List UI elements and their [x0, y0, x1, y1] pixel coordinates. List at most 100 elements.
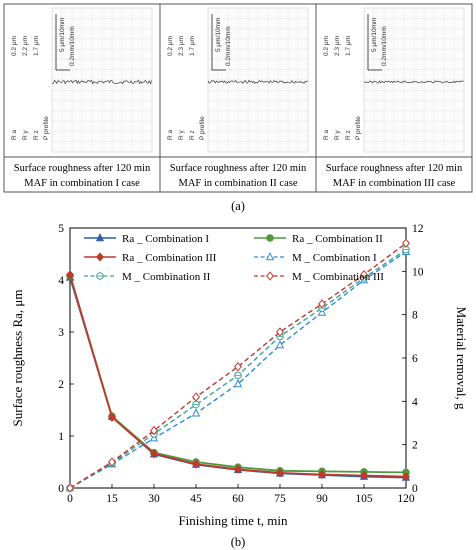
roughness-param-label: R z	[33, 130, 40, 140]
data-point	[191, 408, 201, 417]
x-tick-label: 45	[190, 493, 202, 505]
data-point	[150, 425, 158, 436]
y2-tick-label: 8	[412, 310, 418, 322]
x-tick-label: 0	[67, 493, 73, 505]
roughness-value: 1.7 μm	[345, 36, 352, 56]
scale-vertical-label: 5 μm/10mm	[371, 18, 378, 52]
data-point	[360, 470, 368, 481]
legend-item: M _ Combination III	[254, 271, 384, 283]
plot-frame	[69, 227, 407, 489]
legend-label: M _ Combination II	[122, 271, 211, 283]
y-tick-label: 5	[58, 223, 64, 235]
data-point	[318, 469, 326, 480]
data-point	[66, 483, 74, 493]
y2-tick-label: 4	[412, 396, 418, 408]
roughness-value: 1.7 μm	[189, 36, 196, 56]
roughness-value: 2.3 μm	[334, 36, 341, 56]
y-tick-label: 0	[58, 483, 64, 495]
y2-axis-title: Material removal, g	[454, 307, 469, 410]
scale-vertical-label: 5 μm/10mm	[59, 18, 66, 52]
profile-label: P profile	[199, 116, 206, 140]
legend-label: M _ Combination I	[292, 252, 377, 264]
x-tick-label: 30	[148, 493, 160, 505]
roughness-param-label: R a	[323, 130, 330, 141]
x-tick-label: 15	[106, 493, 118, 505]
y-tick-label: 3	[58, 327, 64, 339]
roughness-value: 2.2 μm	[22, 36, 29, 56]
x-tick-label: 105	[355, 493, 373, 505]
y2-tick-label: 10	[412, 266, 424, 278]
y2-tick-label: 6	[412, 353, 418, 365]
x-tick-label: 60	[232, 493, 244, 505]
legend-label: M _ Combination III	[292, 271, 384, 283]
x-tick-label: 90	[316, 493, 328, 505]
y-tick-label: 2	[58, 379, 64, 391]
legend-item: Ra _ Combination II	[254, 233, 383, 245]
roughness-param-label: R a	[11, 130, 18, 141]
roughness-value: 2.3 μm	[178, 36, 185, 56]
data-point	[402, 238, 410, 248]
scale-horizontal-label: 0.2mm/10mm	[69, 26, 76, 66]
y2-tick-label: 12	[412, 223, 424, 235]
data-point	[234, 464, 242, 474]
roughness-value: 0.2 μm	[323, 36, 330, 56]
roughness-param-label: R y	[334, 130, 341, 141]
profile-label: P profile	[43, 116, 50, 140]
data-point	[402, 471, 410, 482]
data-point	[108, 412, 116, 422]
legend-label: Ra _ Combination I	[122, 233, 209, 245]
y-tick-label: 1	[58, 431, 64, 443]
y-tick-label: 4	[58, 275, 64, 287]
series-6	[66, 238, 410, 493]
series-3	[66, 270, 410, 482]
legend-item: M _ Combination II	[84, 271, 211, 283]
y2-tick-label: 2	[412, 440, 418, 452]
panel-caption-line1: Surface roughness after 120 min	[170, 163, 307, 174]
chart-legend: Ra _ Combination I Ra _ Combination II Ra …	[84, 232, 384, 283]
data-point	[234, 361, 242, 372]
profile-trace	[207, 79, 308, 85]
scale-vertical-label: 5 μm/10mm	[215, 18, 222, 52]
legend-label: Ra _ Combination III	[122, 252, 217, 264]
series-line	[69, 251, 407, 489]
roughness-value: 0.2 μm	[167, 36, 174, 56]
data-point	[276, 468, 284, 478]
data-point	[192, 392, 200, 402]
profile-trace	[51, 79, 152, 85]
panel-caption-line1: Surface roughness after 120 min	[14, 163, 151, 174]
roughness-param-label: R y	[178, 130, 185, 141]
data-point	[276, 327, 284, 337]
data-point	[275, 339, 285, 349]
data-point	[360, 269, 368, 280]
roughness-param-label: R z	[189, 130, 196, 140]
roughness-param-label: R y	[22, 130, 29, 141]
legend-item: M _ Combination I	[254, 251, 377, 264]
y-axis-title: Surface roughness Ra, μm	[10, 290, 25, 427]
data-point	[192, 459, 200, 469]
profile-trace	[363, 80, 464, 84]
data-point	[318, 299, 326, 309]
panel-caption-line2: MAF in combination II case	[179, 178, 298, 189]
data-point	[233, 378, 243, 388]
roughness-param-label: R a	[167, 130, 174, 141]
data-point	[150, 449, 158, 459]
panel-caption-line2: MAF in combination I case	[24, 178, 140, 189]
legend-marker	[95, 232, 105, 242]
legend-marker	[266, 234, 274, 242]
x-tick-label: 120	[397, 493, 415, 505]
legend-item: Ra _ Combination I	[84, 232, 209, 245]
y2-tick-label: 0	[412, 483, 418, 495]
figure-b-caption: (b)	[231, 535, 246, 549]
data-point	[108, 457, 116, 467]
x-tick-label: 75	[274, 493, 286, 505]
roughness-value: 1.7 μm	[33, 36, 40, 56]
scale-horizontal-label: 0.2mm/10mm	[225, 26, 232, 66]
legend-marker	[265, 251, 275, 261]
panel-caption-line2: MAF in combination III case	[333, 178, 456, 189]
figure-a-caption: (a)	[231, 199, 245, 213]
panel-caption-line1: Surface roughness after 120 min	[326, 163, 463, 174]
